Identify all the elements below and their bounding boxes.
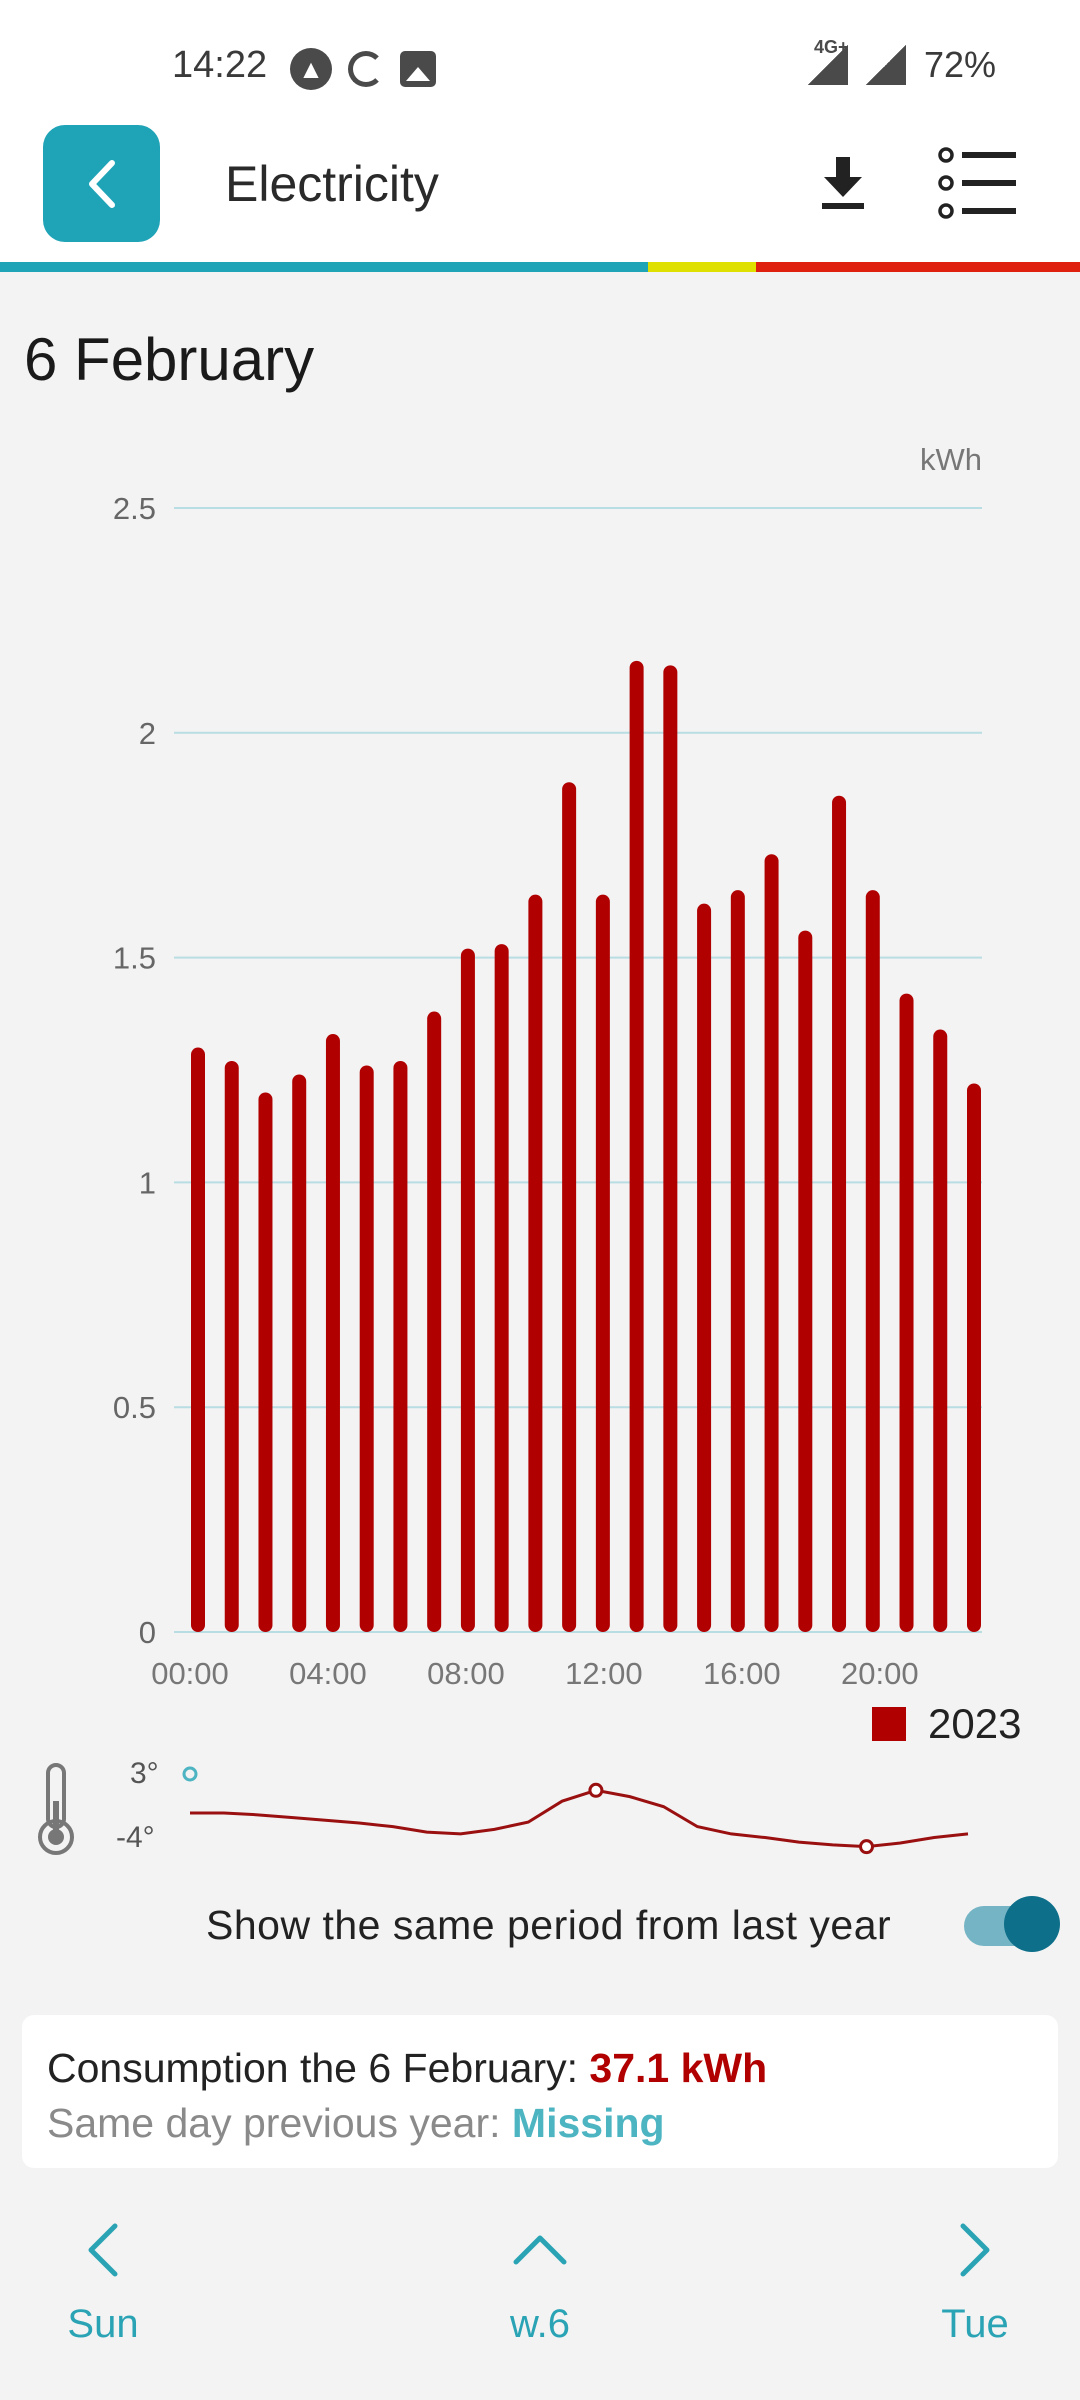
network-type: 4G+ — [813, 37, 849, 57]
bar — [191, 1047, 205, 1632]
bar — [562, 782, 577, 1632]
bar — [663, 665, 678, 1632]
bar — [933, 1029, 948, 1632]
back-button[interactable] — [43, 125, 160, 242]
image-icon — [400, 51, 436, 87]
bar — [258, 1092, 273, 1632]
battery-level: 72% — [923, 44, 996, 85]
y-tick-label: 1.5 — [113, 941, 156, 976]
previous-year-value: Missing — [511, 2100, 665, 2146]
last-year-toggle-row: Show the same period from last year — [0, 1890, 1080, 1970]
next-day-label: Tue — [941, 2302, 1009, 2346]
temperature-line — [182, 1766, 969, 1855]
bar — [764, 854, 779, 1632]
temperature-strip: 3° -4° — [0, 1745, 1080, 1865]
bar — [494, 944, 509, 1632]
bar — [427, 1011, 442, 1632]
bar — [832, 795, 847, 1632]
bar — [460, 948, 475, 1632]
previous-year-label: Same day previous year: — [47, 2100, 501, 2146]
chart-legend: 2023 — [872, 1700, 1021, 1748]
consumption-line: Consumption the 6 February: 37.1 kWh — [47, 2045, 767, 2092]
toggle-switch[interactable] — [1004, 1896, 1060, 1952]
signal-icon — [807, 45, 848, 85]
bar — [899, 993, 914, 1632]
status-time: 14:22 — [172, 44, 268, 86]
temp-max-label: 3° — [130, 1757, 159, 1790]
chevron-left-icon — [88, 2223, 118, 2277]
legend-label: 2023 — [928, 1700, 1022, 1747]
color-stripe — [0, 262, 1080, 272]
legend-swatch — [872, 1707, 906, 1741]
consumption-chart: 0 0.5 1 1.5 2 2.5 kWh 00:00 04:00 08:00 12:00 16:00… — [113, 442, 982, 1690]
bar — [292, 1074, 307, 1632]
week-up-button[interactable]: w.6 — [440, 2220, 640, 2347]
signal-icon-2 — [865, 45, 906, 85]
bar — [730, 890, 745, 1632]
temperature-marker — [588, 1782, 604, 1798]
week-label: w.6 — [509, 2302, 571, 2346]
bar — [865, 890, 880, 1632]
x-tick-label: 16:00 — [703, 1656, 781, 1690]
prev-day-label: Sun — [67, 2302, 139, 2346]
x-tick-label: 12:00 — [565, 1656, 643, 1690]
bar — [629, 660, 644, 1632]
app-title: Electricity — [225, 156, 439, 212]
next-day-button[interactable]: Tue — [875, 2220, 1075, 2347]
x-tick-label: 04:00 — [289, 1656, 367, 1690]
y-axis-unit: kWh — [920, 442, 982, 477]
bar — [798, 930, 813, 1632]
bar — [359, 1065, 374, 1632]
bar — [595, 894, 610, 1632]
bottom-nav: Sun w.6 Tue — [0, 2220, 1080, 2400]
consumption-value: 37.1 kWh — [589, 2045, 768, 2091]
bar — [967, 1083, 981, 1632]
temperature-polyline — [190, 1788, 969, 1849]
bar — [325, 1034, 340, 1632]
y-tick-label: 0 — [139, 1615, 156, 1650]
chevron-left-icon — [88, 159, 115, 208]
toggle-label: Show the same period from last year — [206, 1902, 892, 1948]
x-tick-label: 08:00 — [427, 1656, 505, 1690]
previous-year-line: Same day previous year: Missing — [47, 2100, 665, 2147]
thermometer-icon — [38, 1763, 74, 1855]
summary-card: Consumption the 6 February: 37.1 kWh Sam… — [22, 2015, 1058, 2168]
x-tick-label: 20:00 — [841, 1656, 919, 1690]
chevron-right-icon — [960, 2223, 990, 2277]
status-bar: 14:22 ▲ 4G+ 72% — [0, 0, 1080, 125]
bar — [224, 1061, 239, 1632]
page-title: 6 February — [24, 326, 315, 393]
upload-icon: ▲ — [290, 48, 332, 90]
y-tick-label: 2 — [139, 716, 156, 751]
app-bar: Electricity — [0, 125, 1080, 265]
notification-icons: ▲ — [290, 48, 436, 90]
sync-icon — [348, 51, 384, 87]
chevron-up-icon — [513, 2235, 567, 2265]
temp-min-label: -4° — [116, 1821, 155, 1854]
y-tick-label: 2.5 — [113, 491, 156, 526]
status-right: 4G+ 72% — [807, 37, 996, 86]
y-tick-label: 0.5 — [113, 1390, 156, 1425]
y-tick-label: 1 — [139, 1165, 156, 1200]
download-icon[interactable] — [818, 153, 868, 213]
consumption-label: Consumption the 6 February: — [47, 2045, 578, 2091]
bar — [697, 903, 712, 1632]
prev-day-button[interactable]: Sun — [3, 2220, 203, 2347]
temperature-marker — [859, 1839, 875, 1855]
x-tick-label: 00:00 — [151, 1656, 229, 1690]
bar — [393, 1061, 408, 1632]
list-menu-icon[interactable] — [938, 147, 1018, 219]
degree-marker — [182, 1766, 198, 1782]
bar — [528, 894, 543, 1632]
